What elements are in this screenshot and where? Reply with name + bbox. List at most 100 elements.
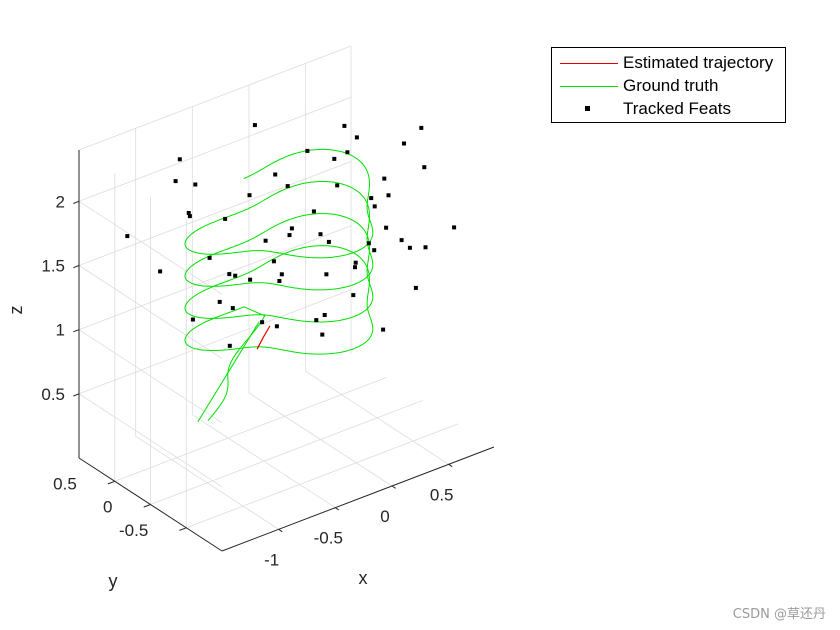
tracked-feat-point-24 [285,184,290,189]
tracked-feat-point-51 [345,150,350,155]
tracked-feat-point-2 [342,123,347,128]
tracked-feat-point-23 [318,232,323,237]
y-tick-label-2: 0.5 [53,474,77,493]
axes-lines [73,150,495,552]
estimated-trajectory-line [256,325,271,350]
tracked-feat-point-26 [271,259,276,264]
tracked-feat-point-46 [274,324,279,329]
ground-truth-line-segment [197,321,260,423]
z-tick-label-2: 1.5 [41,257,65,276]
tracked-feat-point-25 [422,165,427,170]
legend: Estimated trajectory Ground truth Tracke… [551,47,786,123]
legend-item-tracked-feats: Tracked Feats [552,98,785,120]
tracked-feat-point-5 [263,238,268,243]
grid-line-sidewall-z-2 [78,265,223,359]
tracked-feat-point-18 [320,332,325,337]
grid-line-floor-y-2 [114,376,387,482]
tracked-feat-point-56 [247,193,252,198]
tracked-feat-point-8 [305,148,310,153]
legend-item-ground-truth: Ground truth [552,75,785,97]
tracked-feat-point-39 [335,183,340,188]
tracked-feat-point-27 [326,239,331,244]
x-tick-label-0: -1 [264,550,279,569]
tracked-feat-point-54 [177,157,182,162]
tracked-feat-point-1 [252,123,257,128]
tracked-feat-point-10 [332,156,337,161]
legend-swatch-ground-truth [560,86,618,87]
tracked-feat-point-41 [407,245,412,250]
x-tick-label-3: 0.5 [430,485,454,504]
x-axis-line [221,446,495,552]
y-tick-label-1: 0 [103,498,112,517]
tracked-feat-point-35 [402,141,406,146]
tracked-feat-point-14 [230,306,235,311]
grid-line-floor-y-0 [186,423,459,529]
y-tick-mark-1 [143,504,151,508]
grid-line-backwall-z-2 [78,161,352,266]
tracked-feat-point-52 [324,272,329,277]
tracked-feat-point-16 [233,273,238,278]
tracked-feat-point-29 [369,196,374,201]
grid-lines [78,45,459,530]
tracked-feats-layer [125,123,457,348]
tracked-feat-point-42 [187,214,192,219]
grid-line-backwall-z-1 [78,225,352,331]
axis-labels-layer: x y z [6,306,368,592]
ground-truth-line [184,148,374,422]
tracked-feat-point-12 [125,234,130,239]
grid-line-sidewall-z-0 [78,393,223,488]
tracked-feat-point-58 [227,272,232,277]
z-tick-mark-2 [73,265,80,269]
tracked-feat-point-6 [186,211,191,215]
y-tick-mark-2 [107,480,115,485]
grid-line-floor-y-1 [150,400,423,505]
tracked-feat-point-38 [277,279,282,283]
tracked-feat-point-57 [399,238,404,243]
tracked-feat-point-4 [372,204,377,209]
tracked-feat-point-21 [413,285,418,290]
tracked-feat-point-20 [217,299,222,304]
legend-item-estimated: Estimated trajectory [552,52,785,74]
tracked-feat-point-40 [207,255,212,260]
z-tick-mark-1 [73,329,80,333]
z-tick-label-3: 2 [56,192,65,211]
tracked-feat-point-44 [314,318,319,323]
tracked-feat-point-11 [353,265,357,270]
tracked-feat-point-55 [322,313,327,317]
x-tick-label-1: -0.5 [314,529,343,548]
x-tick-label-2: 0 [380,507,389,526]
tracked-feat-point-22 [248,277,253,282]
y-tick-mark-0 [179,527,187,531]
grid-line-backwall-z-3 [78,96,352,202]
legend-label-estimated: Estimated trajectory [623,53,774,72]
tracked-feat-point-49 [353,260,358,265]
tracked-feat-point-37 [351,293,356,298]
grid-line-sidewall-z-3 [78,200,223,295]
y-tick-label-0: -0.5 [119,521,148,540]
tracked-feat-point-45 [354,135,359,140]
watermark: CSDN @草还丹 [732,607,826,622]
tracked-feat-point-3 [419,125,424,130]
tracked-feat-point-43 [384,225,389,230]
tick-labels-layer: -1 -0.5 0 0.5 -0.5 0 0.5 0.5 1 1.5 2 [41,192,453,569]
tracked-feat-point-13 [452,225,457,230]
tracked-feat-point-47 [289,226,294,231]
tracked-feat-point-59 [386,193,391,198]
tracked-feat-point-19 [279,272,284,277]
tracked-feat-point-28 [223,216,228,221]
x-tick-mark-3 [448,463,453,468]
tracked-feat-point-30 [227,343,232,348]
tracked-feat-point-17 [372,248,377,253]
tracked-feat-point-7 [273,172,278,177]
tracked-feat-point-33 [382,176,387,181]
tracked-feat-point-15 [366,241,371,246]
legend-label-ground-truth: Ground truth [623,76,719,95]
z-axis-label: z [6,306,26,315]
tracked-feat-point-36 [311,209,316,214]
tracked-feat-point-48 [287,233,292,238]
x-axis-label: x [359,568,368,588]
grid-line-sidewall-z-1 [78,329,223,424]
legend-swatch-tracked-feats [585,106,590,111]
grid-line-backwall-z-0 [78,289,352,395]
